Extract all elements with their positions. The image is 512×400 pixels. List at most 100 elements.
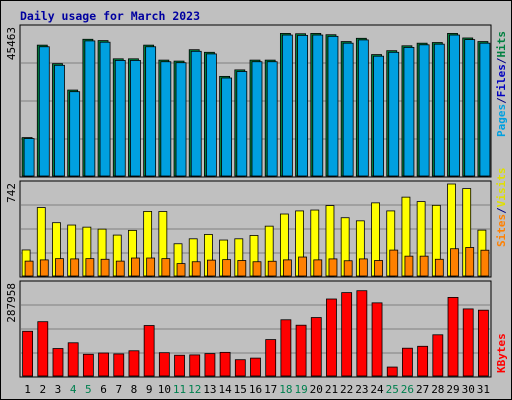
x-tick-label: 24 xyxy=(370,383,384,396)
x-tick-label: 22 xyxy=(340,383,353,396)
files-bar xyxy=(479,42,491,177)
sites-bar xyxy=(434,258,444,277)
files-bar xyxy=(373,55,384,177)
kbytes-bar xyxy=(447,297,459,377)
kbytes-bar xyxy=(478,309,489,377)
files-bar xyxy=(251,61,263,177)
files-bar xyxy=(145,46,157,177)
x-tick-label: 10 xyxy=(158,383,171,396)
kbytes-bar xyxy=(234,359,246,377)
kbytes-bar xyxy=(402,347,413,377)
x-tick-label: 17 xyxy=(264,383,277,396)
kbytes-bar xyxy=(417,345,429,377)
files-bar xyxy=(236,71,248,177)
side-label-part: / xyxy=(495,207,508,214)
sites-bar xyxy=(161,258,171,277)
kbytes-bar xyxy=(52,348,64,377)
files-bar xyxy=(99,41,111,177)
panel-1-max-label: 45463 xyxy=(5,27,18,60)
kbytes-bar xyxy=(295,324,307,377)
kbytes-bar xyxy=(265,339,277,377)
sites-bar xyxy=(85,258,95,277)
kbytes-bar xyxy=(143,325,155,377)
x-tick-label: 19 xyxy=(294,383,307,396)
x-tick-label: 3 xyxy=(55,383,62,396)
files-bar xyxy=(297,34,308,177)
kbytes-bar xyxy=(280,319,292,377)
kbytes-bar xyxy=(356,290,368,377)
sites-bar xyxy=(374,260,383,277)
files-bar xyxy=(281,34,293,177)
kbytes-bar xyxy=(250,357,261,377)
x-tick-label: 21 xyxy=(325,383,338,396)
sites-bar xyxy=(313,259,323,277)
sites-bar xyxy=(358,258,368,277)
files-bar xyxy=(160,61,172,177)
sites-bar xyxy=(176,263,186,277)
x-tick-label: 9 xyxy=(146,383,153,396)
side-label-part: Sites xyxy=(495,214,508,247)
files-bar xyxy=(433,43,445,177)
files-bar xyxy=(190,50,202,177)
sites-bar xyxy=(115,260,125,277)
files-bar xyxy=(266,61,278,177)
kbytes-bar xyxy=(432,334,444,377)
x-tick-label: 23 xyxy=(355,383,368,396)
files-bar xyxy=(175,62,187,177)
x-tick-label: 26 xyxy=(401,383,414,396)
side-label-part: Visits xyxy=(495,168,508,208)
kbytes-bar xyxy=(128,350,140,377)
side-label-part: / xyxy=(495,97,508,104)
x-tick-label: 1 xyxy=(24,383,31,396)
files-bar xyxy=(464,39,476,177)
sites-bar xyxy=(419,255,429,277)
sites-bar xyxy=(450,248,459,277)
files-bar xyxy=(403,47,415,177)
sites-bar xyxy=(465,247,475,277)
panel-1-side-label: Pages/Files/Hits xyxy=(495,31,508,137)
files-bar xyxy=(23,138,35,177)
sites-bar xyxy=(24,260,34,277)
x-tick-label: 31 xyxy=(477,383,490,396)
side-label-part: / xyxy=(495,57,508,64)
x-tick-label: 12 xyxy=(188,383,201,396)
sites-bar xyxy=(55,258,64,277)
kbytes-bar xyxy=(82,353,94,377)
x-tick-label: 6 xyxy=(100,383,107,396)
sites-bar xyxy=(39,259,49,277)
x-tick-label: 30 xyxy=(462,383,475,396)
files-bar xyxy=(221,77,233,177)
sites-bar xyxy=(100,258,110,277)
kbytes-bar xyxy=(341,292,353,377)
x-tick-label: 4 xyxy=(70,383,77,396)
files-bar xyxy=(418,44,430,177)
files-bar xyxy=(357,39,369,177)
x-tick-label: 8 xyxy=(131,383,138,396)
files-bar xyxy=(312,34,324,177)
files-bar xyxy=(54,64,65,177)
sites-bar xyxy=(282,259,292,277)
sites-bar xyxy=(267,260,277,277)
sites-bar xyxy=(328,258,338,277)
sites-bar xyxy=(222,259,232,277)
kbytes-bar xyxy=(189,354,201,377)
kbytes-bar xyxy=(174,354,185,377)
panel-2-max-label: 742 xyxy=(5,183,18,203)
x-tick-label: 27 xyxy=(416,383,429,396)
sites-bar xyxy=(404,255,414,277)
sites-bar xyxy=(146,257,156,277)
kbytes-bar xyxy=(204,353,216,377)
files-bar xyxy=(206,53,217,177)
sites-bar xyxy=(252,261,262,277)
kbytes-bar xyxy=(371,302,383,377)
files-bar xyxy=(38,46,50,177)
x-tick-label: 11 xyxy=(173,383,186,396)
files-bar xyxy=(130,60,141,177)
x-tick-label: 14 xyxy=(218,383,232,396)
x-tick-label: 18 xyxy=(279,383,292,396)
sites-bar xyxy=(389,249,399,277)
files-bar xyxy=(342,42,354,177)
chart-title: Daily usage for March 2023 xyxy=(20,9,200,23)
panel-3-side-label: KBytes xyxy=(495,333,508,373)
